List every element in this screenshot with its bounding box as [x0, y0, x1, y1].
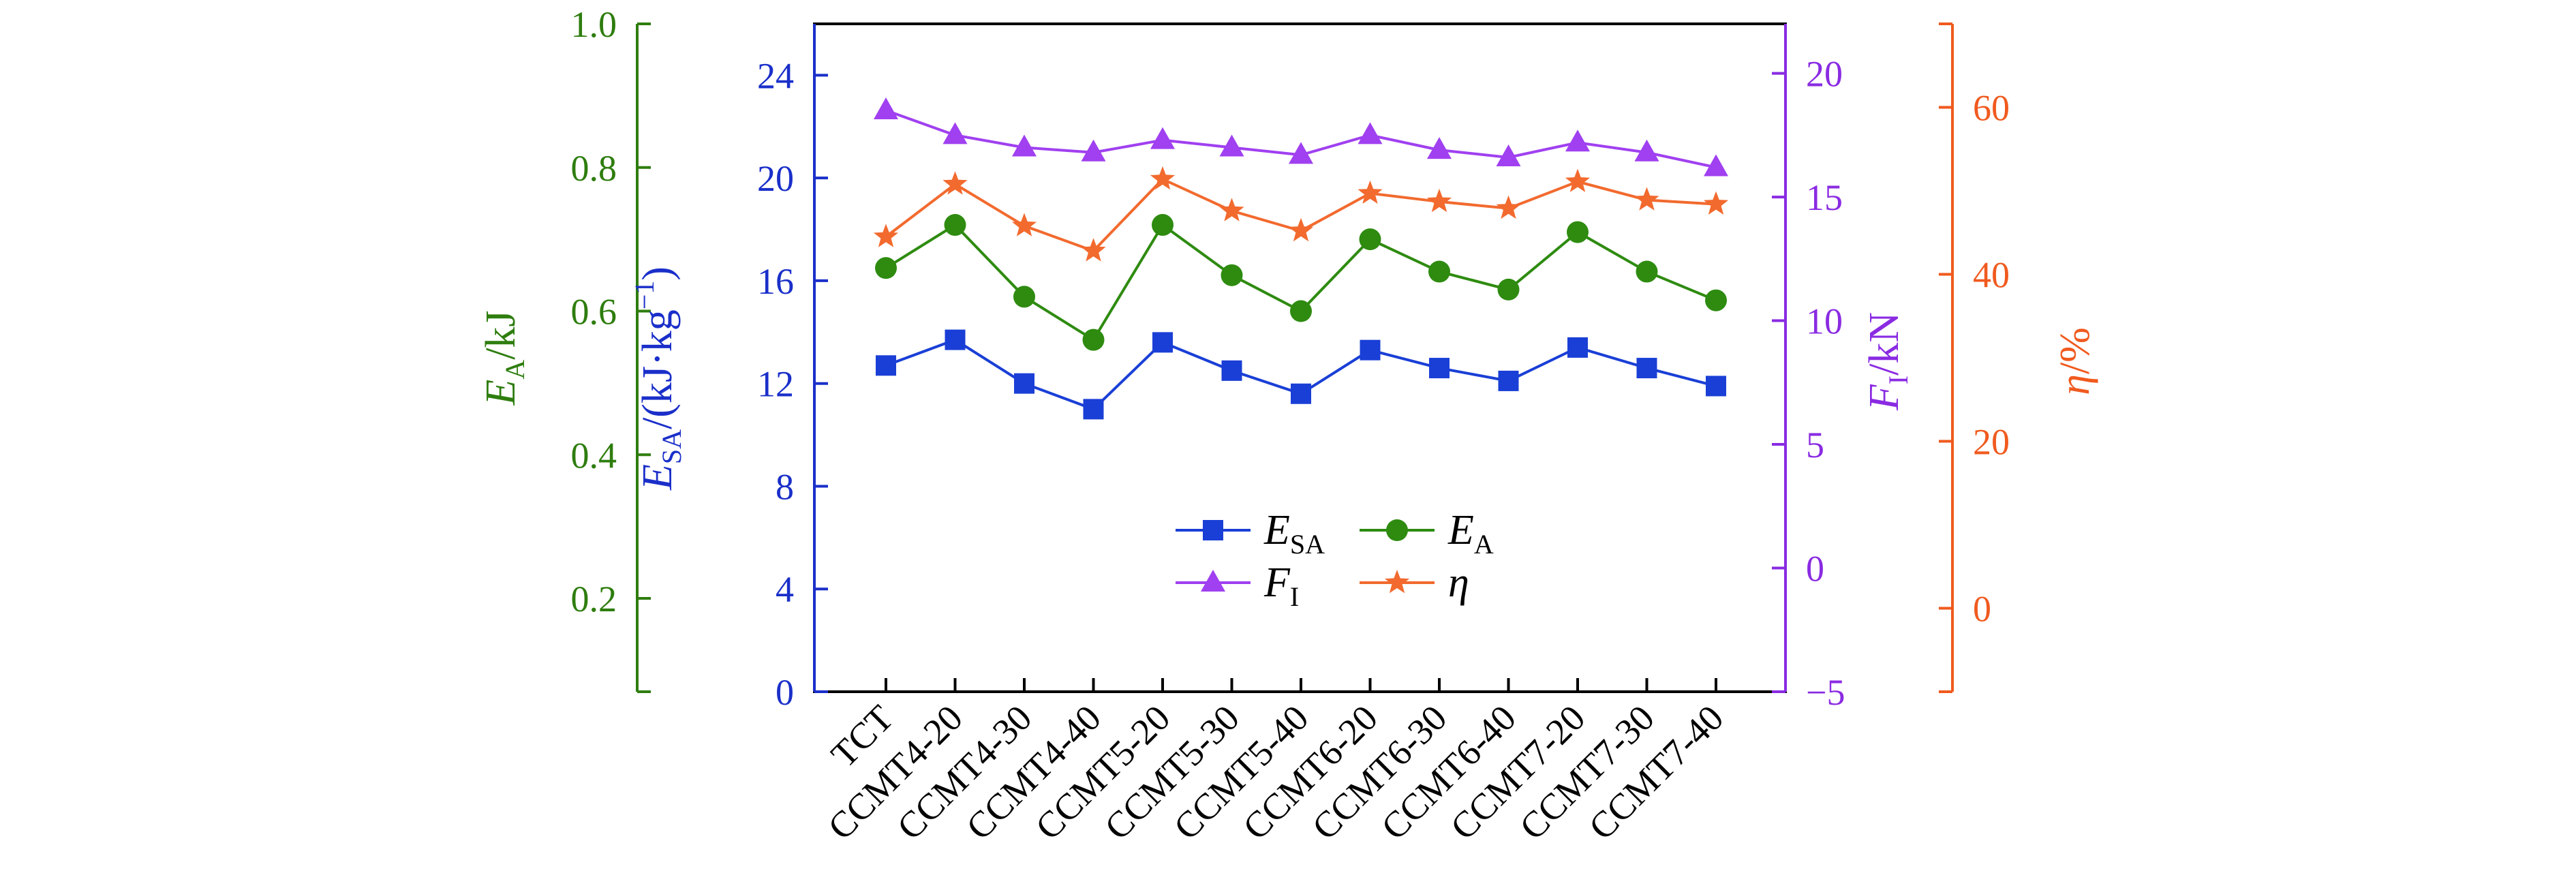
- esa-point: [1221, 360, 1242, 381]
- eta-legend-label: η: [1448, 560, 1469, 606]
- esa-tick-label: 20: [757, 158, 794, 199]
- esa-legend-label: ESA: [1263, 507, 1325, 560]
- esa-point: [1291, 383, 1311, 404]
- ea-point: [1636, 260, 1658, 283]
- fi-point: [1704, 154, 1728, 177]
- ea-legend-label: EA: [1447, 507, 1494, 560]
- esa-point: [945, 329, 966, 350]
- fi-tick-label: 5: [1806, 425, 1824, 465]
- esa-tick-label: 0: [776, 672, 794, 713]
- ea-axis-title: EA/kJ: [478, 310, 530, 405]
- eta-point: [1634, 187, 1659, 211]
- esa-point: [1360, 339, 1381, 361]
- ea-tick-label: 0.6: [571, 292, 617, 333]
- fi-tick-label: 0: [1806, 549, 1824, 590]
- fi-point: [1081, 139, 1106, 162]
- ea-point: [1428, 260, 1450, 283]
- fi-tick-label: 10: [1806, 301, 1843, 342]
- fi-point: [1358, 122, 1383, 144]
- ea-point: [1497, 278, 1520, 301]
- ea-tick-label: 1.0: [571, 4, 617, 45]
- ea-point: [1567, 221, 1589, 243]
- esa-tick-label: 24: [757, 55, 794, 96]
- eta-tick-label: 0: [1973, 589, 1991, 630]
- fi-tick-label: 15: [1806, 177, 1843, 218]
- fi-point: [1565, 129, 1590, 152]
- eta-point: [873, 224, 899, 247]
- fi-point: [1150, 127, 1175, 149]
- esa-point: [1498, 370, 1519, 391]
- esa-point: [1014, 373, 1034, 394]
- plot-frame: [813, 22, 1787, 693]
- eta-point: [1288, 217, 1314, 242]
- fi-point: [1219, 134, 1244, 157]
- fi-legend-marker: [1201, 570, 1225, 592]
- eta-point: [1150, 166, 1176, 190]
- esa-tick-label: 16: [757, 261, 794, 302]
- fi-tick-label: −5: [1806, 672, 1845, 713]
- eta-point: [1011, 213, 1037, 236]
- esa-point: [1152, 332, 1173, 353]
- ea-legend-marker: [1386, 519, 1408, 541]
- ea-tick-label: 0.4: [571, 435, 617, 476]
- fi-point: [1496, 144, 1521, 166]
- ea-point: [1152, 214, 1174, 236]
- esa-point: [1083, 399, 1104, 420]
- fi-point: [874, 97, 898, 120]
- eta-point: [1219, 198, 1244, 221]
- ea-point: [1290, 300, 1312, 322]
- esa-point: [1636, 358, 1657, 379]
- eta-point: [1358, 180, 1383, 204]
- ea-series-line: [885, 223, 1717, 342]
- fi-point: [1012, 134, 1037, 157]
- eta-point: [942, 171, 968, 195]
- ea-point: [1705, 289, 1727, 311]
- esa-tick-label: 4: [776, 569, 794, 610]
- fi-point: [1289, 142, 1313, 164]
- ea-point: [1221, 264, 1243, 286]
- eta-legend-marker: [1384, 570, 1410, 594]
- ea-tick-label: 0.8: [571, 148, 617, 189]
- fi-point: [1634, 139, 1659, 162]
- eta-point: [1426, 188, 1452, 213]
- eta-point: [1081, 238, 1106, 262]
- ea-point: [1359, 228, 1381, 251]
- eta-tick-label: 40: [1973, 255, 2010, 296]
- eta-point: [1703, 191, 1729, 215]
- fi-legend-label: FI: [1263, 560, 1299, 612]
- esa-legend-marker: [1203, 520, 1223, 540]
- ea-point: [1082, 328, 1105, 351]
- fi-point: [942, 122, 968, 144]
- ea-point: [1013, 286, 1035, 308]
- fi-axis-title: FI/kN: [1861, 312, 1914, 411]
- ea-point: [944, 214, 966, 236]
- esa-point: [1567, 337, 1588, 358]
- eta-tick-label: 20: [1973, 422, 2010, 463]
- fi-point: [1427, 137, 1452, 159]
- eta-point: [1565, 168, 1591, 192]
- esa-point: [876, 355, 896, 376]
- fi-tick-label: 20: [1806, 54, 1843, 95]
- ea-tick-label: 0.2: [571, 579, 617, 619]
- eta-point: [1496, 195, 1521, 219]
- esa-tick-label: 12: [757, 364, 794, 405]
- esa-tick-label: 8: [776, 466, 794, 507]
- eta-tick-label: 60: [1973, 88, 2010, 129]
- esa-point: [1429, 358, 1450, 379]
- ea-point: [875, 257, 897, 279]
- esa-axis-title: ESA/(kJ·kg−1): [629, 266, 687, 491]
- eta-axis-title: η/%: [2052, 327, 2098, 395]
- esa-point: [1706, 376, 1726, 397]
